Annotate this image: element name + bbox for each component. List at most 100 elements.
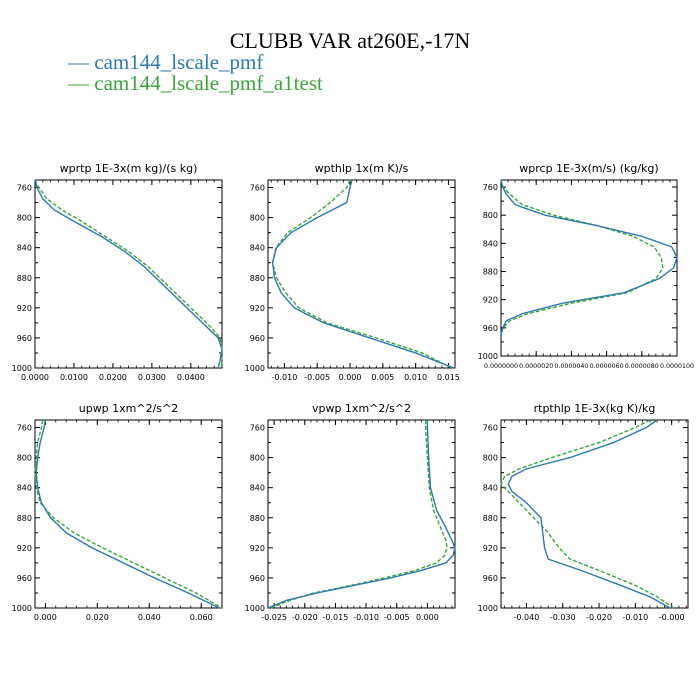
y-tick-label: 840	[483, 239, 498, 248]
chart-panel-4: upwp 1xm^2/s^2 760 800 840 880 920 960 10000.00…	[12, 402, 223, 622]
plot-frame	[500, 179, 678, 357]
y-tick-label: 800	[250, 214, 265, 223]
series-line-2	[34, 419, 223, 609]
y-tick-label: 760	[17, 184, 32, 193]
series-line-2	[271, 179, 453, 369]
x-tick-label: 0.060	[190, 613, 213, 622]
chart-panel-3: wprcp 1E-3x(m/s) (kg/kg) 760 800 840 880 920 9…	[478, 162, 694, 370]
y-tick-label: 920	[250, 304, 265, 313]
x-tick-label: 0.0000040	[554, 363, 588, 370]
y-tick-label: 920	[17, 544, 32, 553]
series-line-1	[35, 419, 220, 609]
main-title: CLUBB VAR at260E,-17N	[229, 28, 471, 53]
y-tick-label: 880	[483, 268, 498, 277]
y-tick-label: 880	[17, 514, 32, 523]
series-line-1	[500, 179, 678, 336]
series-line-1	[507, 419, 671, 609]
panel-title: upwp 1xm^2/s^2	[79, 402, 179, 415]
x-tick-label: 0.0100	[60, 373, 88, 382]
x-tick-label: 0.010	[404, 373, 427, 382]
x-tick-label: 0.0000000	[484, 363, 518, 370]
y-tick-label: 1000	[12, 364, 32, 373]
y-tick-label: 880	[483, 514, 498, 523]
series-line-2	[500, 179, 664, 336]
series-line-1	[34, 179, 223, 369]
x-tick-label: 0.0000100	[660, 363, 694, 370]
series-line-1	[271, 179, 454, 369]
y-tick-label: 800	[17, 214, 32, 223]
y-tick-label: 760	[250, 184, 265, 193]
y-tick-label: 760	[483, 424, 498, 433]
y-tick-label: 960	[483, 574, 498, 583]
y-tick-label: 840	[250, 484, 265, 493]
panel-title: wprtp 1E-3x(m kg)/(s kg)	[60, 162, 198, 175]
x-tick-label: -0.000	[659, 613, 685, 622]
y-tick-label: 1000	[12, 604, 32, 613]
y-tick-label: 1000	[478, 352, 498, 361]
y-tick-label: 1000	[245, 604, 265, 613]
x-tick-label: -0.010	[272, 373, 298, 382]
x-tick-label: 0.000	[416, 613, 439, 622]
chart-panel-2: wpthlp 1x(m K)/s 760 800 840 880 920 960 1000 -0…	[245, 162, 460, 382]
x-tick-label: 0.000	[339, 373, 362, 382]
panel-title: wpthlp 1x(m K)/s	[315, 162, 409, 175]
x-tick-label: 0.005	[371, 373, 394, 382]
x-tick-label: -0.005	[384, 613, 410, 622]
y-tick-label: 960	[17, 574, 32, 583]
y-tick-label: 800	[483, 211, 498, 220]
x-tick-label: 0.0400	[177, 373, 205, 382]
x-tick-label: 0.040	[138, 613, 161, 622]
y-tick-label: 960	[17, 334, 32, 343]
y-tick-label: 800	[483, 454, 498, 463]
y-tick-label: 760	[250, 424, 265, 433]
x-tick-label: -0.010	[353, 613, 379, 622]
y-tick-label: 920	[17, 304, 32, 313]
panel-title: vpwp 1xm^2/s^2	[312, 402, 411, 415]
y-tick-label: 1000	[245, 364, 265, 373]
y-tick-label: 920	[483, 544, 498, 553]
series-line-2	[34, 179, 223, 369]
chart-panel-1: wprtp 1E-3x(m kg)/(s kg) 760 800 840 880 920 9…	[12, 162, 223, 382]
y-tick-label: 960	[483, 324, 498, 333]
panel-title: rtpthlp 1E-3x(kg K)/kg	[534, 402, 656, 415]
x-tick-label: -0.020	[292, 613, 318, 622]
x-tick-label: 0.0300	[138, 373, 166, 382]
series-line-2	[500, 419, 674, 609]
y-tick-label: 800	[17, 454, 32, 463]
y-tick-label: 1000	[478, 604, 498, 613]
chart-panel-6: rtpthlp 1E-3x(kg K)/kg 760 800 840 880 920 960…	[478, 402, 689, 622]
plot-frame	[267, 179, 456, 369]
y-tick-label: 800	[250, 454, 265, 463]
legend-label-2: cam144_lscale_pmf_a1test	[94, 71, 323, 95]
x-tick-label: 0.0000060	[590, 363, 624, 370]
y-tick-label: 880	[17, 274, 32, 283]
y-tick-label: 920	[483, 296, 498, 305]
y-tick-label: 840	[483, 484, 498, 493]
y-tick-label: 840	[17, 244, 32, 253]
x-tick-label: -0.040	[514, 613, 540, 622]
plot-frame	[34, 179, 223, 369]
x-tick-label: -0.030	[550, 613, 576, 622]
y-tick-label: 880	[250, 274, 265, 283]
y-tick-label: 960	[250, 574, 265, 583]
x-tick-label: 0.0000	[21, 373, 49, 382]
x-tick-label: 0.000	[34, 613, 57, 622]
plot-frame	[500, 419, 689, 609]
series-line-2	[270, 420, 448, 609]
series-line-1	[267, 420, 456, 609]
plot-frame	[34, 419, 223, 609]
x-tick-label: 0.0000020	[519, 363, 553, 370]
y-tick-label: 920	[250, 544, 265, 553]
plot-frame	[267, 419, 456, 609]
x-tick-label: -0.015	[323, 613, 349, 622]
legend-line-1: —	[68, 50, 89, 74]
legend-line-2: —	[68, 71, 89, 95]
y-tick-label: 760	[483, 183, 498, 192]
x-tick-label: -0.025	[261, 613, 287, 622]
y-tick-label: 760	[17, 424, 32, 433]
x-tick-label: -0.005	[304, 373, 330, 382]
x-tick-label: 0.0000080	[625, 363, 659, 370]
y-tick-label: 880	[250, 514, 265, 523]
x-tick-label: -0.010	[622, 613, 648, 622]
